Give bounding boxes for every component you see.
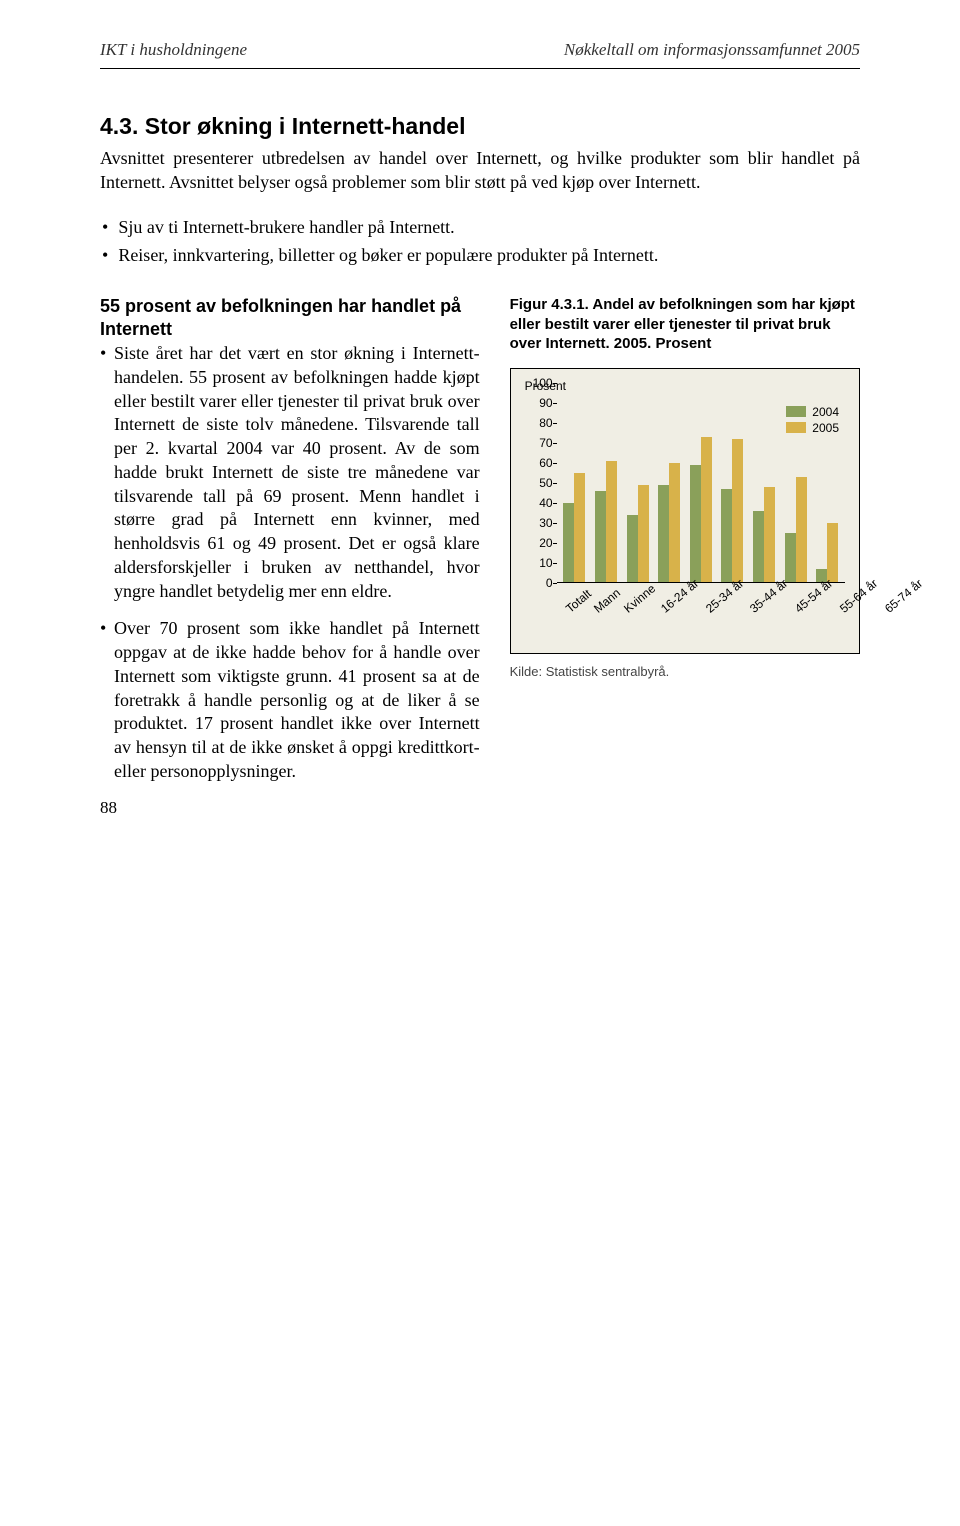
y-tick-label: 100 <box>533 376 553 390</box>
bar <box>721 489 732 583</box>
bar-group <box>595 461 617 583</box>
y-tick-label: 90 <box>539 396 552 410</box>
legend-row: 2004 <box>786 405 839 419</box>
bar-group <box>563 473 585 583</box>
header-rule <box>100 68 860 69</box>
x-axis-labels: TotaltMannKvinne16-24 år25-34 år35-44 år… <box>557 587 845 637</box>
summary-bullets: Sju av ti Internett-brukere handler på I… <box>100 215 860 268</box>
section-intro: Avsnittet presenterer utbredelsen av han… <box>100 146 860 195</box>
y-tick-label: 50 <box>539 476 552 490</box>
bar-group <box>627 485 649 583</box>
running-header: IKT i husholdningene Nøkkeltall om infor… <box>100 40 860 60</box>
y-tick-label: 30 <box>539 516 552 530</box>
y-tick-label: 0 <box>546 576 553 590</box>
header-right: Nøkkeltall om informasjonssamfunnet 2005 <box>564 40 860 60</box>
bar <box>764 487 775 583</box>
y-tick-label: 10 <box>539 556 552 570</box>
legend-label: 2005 <box>812 421 839 435</box>
legend-label: 2004 <box>812 405 839 419</box>
bar <box>595 491 606 583</box>
bar <box>658 485 669 583</box>
summary-bullet-0: Sju av ti Internett-brukere handler på I… <box>100 215 860 239</box>
legend-swatch <box>786 406 806 417</box>
legend-swatch <box>786 422 806 433</box>
bar-group <box>658 463 680 583</box>
bar-group <box>721 439 743 583</box>
figure-caption: Figur 4.3.1. Andel av befolkningen som h… <box>510 295 860 354</box>
bar <box>638 485 649 583</box>
bar <box>690 465 701 583</box>
bar-group <box>753 487 775 583</box>
chart-area: Prosent 0102030405060708090100 TotaltMan… <box>525 383 845 643</box>
bar <box>606 461 617 583</box>
bar <box>827 523 838 583</box>
chart-box: Prosent 0102030405060708090100 TotaltMan… <box>510 368 860 654</box>
x-tick-label: 65-74 år <box>882 576 948 643</box>
bar <box>669 463 680 583</box>
legend-row: 2005 <box>786 421 839 435</box>
chart-source: Kilde: Statistisk sentralbyrå. <box>510 664 860 679</box>
bar <box>701 437 712 583</box>
y-tick-label: 60 <box>539 456 552 470</box>
y-axis-labels: 0102030405060708090100 <box>525 383 555 583</box>
bar <box>785 533 796 583</box>
body-paragraph-1: Siste året har det vært en stor økning i… <box>100 342 480 603</box>
page-number: 88 <box>100 798 117 818</box>
plot-baseline <box>557 582 845 583</box>
bar-group <box>690 437 712 583</box>
subsection-heading: 55 prosent av befolkningen har handlet p… <box>100 295 480 340</box>
y-tick-label: 20 <box>539 536 552 550</box>
bar-group <box>785 477 807 583</box>
body-paragraph-2: Over 70 prosent som ikke handlet på Inte… <box>100 617 480 783</box>
y-tick-label: 40 <box>539 496 552 510</box>
bar <box>732 439 743 583</box>
y-tick-label: 80 <box>539 416 552 430</box>
bar <box>796 477 807 583</box>
section-heading: 4.3. Stor økning i Internett-handel <box>100 113 860 140</box>
bar <box>563 503 574 583</box>
summary-bullet-1: Reiser, innkvartering, billetter og bøke… <box>100 243 860 267</box>
header-left: IKT i husholdningene <box>100 40 247 60</box>
chart-legend: 2004 2005 <box>786 405 839 437</box>
bar <box>753 511 764 583</box>
bar <box>574 473 585 583</box>
bar <box>627 515 638 583</box>
y-tick <box>553 583 557 584</box>
bar-group <box>816 523 838 583</box>
y-tick-label: 70 <box>539 436 552 450</box>
